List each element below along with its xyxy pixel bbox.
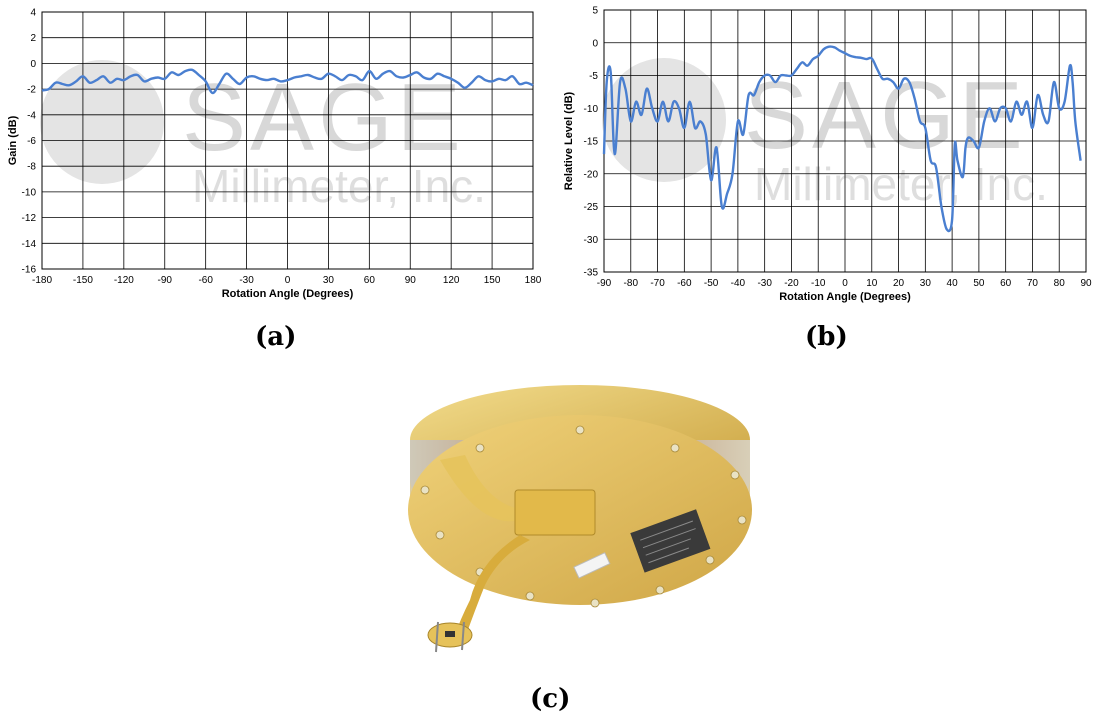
chart-1-xtick-label: 90 — [1080, 278, 1092, 289]
chart-0-ytick-label: -16 — [22, 265, 37, 276]
chart-1-ytick-label: 5 — [592, 6, 598, 17]
caption-c: (c) — [530, 684, 571, 714]
horn-antenna-illustration — [408, 385, 752, 653]
device-photo — [330, 360, 770, 670]
chart-a: SAGE Millimeter, Inc. -180 -150 -120 -90 -60 -3… — [0, 0, 545, 310]
chart-0-xtick-label: -30 — [239, 275, 254, 286]
chart-0-ytick-label: -10 — [22, 187, 37, 198]
chart-1-xtick-label: -20 — [784, 278, 799, 289]
chart-1-xtick-label: -70 — [650, 278, 665, 289]
chart-0-xtick-label: -180 — [32, 275, 52, 286]
chart-0-ytick-label: -4 — [27, 110, 36, 121]
chart-1-ytick-label: 0 — [592, 38, 598, 49]
chart-1-ytick-label: -10 — [584, 104, 599, 115]
chart-1-xtick-label: 70 — [1027, 278, 1039, 289]
caption-b: (b) — [805, 322, 848, 352]
chart-1-xtick-label: 20 — [893, 278, 905, 289]
chart-0-ytick-label: -12 — [22, 213, 37, 224]
chart-0-ytick-label: -14 — [22, 239, 37, 250]
chart-0-ytick-label: -6 — [27, 136, 36, 147]
caption-a: (a) — [255, 322, 297, 352]
chart-1-series-line — [602, 45, 1082, 233]
chart-0-plot-frame — [41, 11, 534, 270]
chart-0-watermark-logo — [40, 60, 164, 184]
chart-0-series-line — [41, 68, 534, 95]
chart-1-ytick-label: -35 — [584, 268, 599, 279]
chart-1-xtick-label: 40 — [947, 278, 959, 289]
chart-0-xtick-label: 90 — [405, 275, 417, 286]
chart-1-ytick-label: -5 — [589, 71, 598, 82]
chart-0-xtick-label: 60 — [364, 275, 376, 286]
chart-1-ytick-label: -25 — [584, 202, 599, 213]
chart-1-watermark-logo — [602, 58, 726, 182]
chart-1-xtick-label: -50 — [704, 278, 719, 289]
chart-1-y-axis-label: Relative Level (dB) — [563, 91, 575, 190]
chart-0-xtick-label: -90 — [158, 275, 173, 286]
chart-1-ytick-label: -20 — [584, 169, 599, 180]
chart-0-y-axis-label: Gain (dB) — [7, 115, 19, 165]
chart-1-xtick-label: 0 — [842, 278, 848, 289]
chart-0-xtick-label: -150 — [73, 275, 93, 286]
chart-1-watermark-company: Millimeter, Inc. — [754, 158, 1048, 210]
chart-0-watermark-company: Millimeter, Inc. — [192, 160, 486, 212]
chart-1-xtick-label: 10 — [866, 278, 878, 289]
chart-1-xtick-label: 50 — [973, 278, 985, 289]
chart-0-ytick-label: 4 — [30, 8, 36, 19]
chart-0-xtick-label: 30 — [323, 275, 335, 286]
chart-0-ytick-label: 0 — [30, 59, 36, 70]
chart-1-xtick-label: 30 — [920, 278, 932, 289]
chart-0-ytick-label: -8 — [27, 162, 36, 173]
chart-0-xtick-label: -120 — [114, 275, 134, 286]
chart-1-xtick-label: -40 — [731, 278, 746, 289]
chart-1-ytick-label: -30 — [584, 235, 599, 246]
chart-1-xtick-label: -90 — [597, 278, 612, 289]
chart-0-xtick-label: 0 — [285, 275, 291, 286]
chart-0-xtick-label: 150 — [484, 275, 501, 286]
chart-0-watermark-brand: SAGE — [182, 64, 465, 171]
chart-1-xtick-label: -80 — [624, 278, 639, 289]
chart-b: SAGE Millimeter, Inc. -90 -80 -70 -60 -50 -40 -3… — [552, 0, 1097, 310]
chart-1-xtick-label: 60 — [1000, 278, 1012, 289]
chart-1-xtick-label: -10 — [811, 278, 826, 289]
chart-1-xtick-label: -60 — [677, 278, 692, 289]
chart-0-ytick-label: -2 — [27, 85, 36, 96]
chart-1-xtick-label: 80 — [1054, 278, 1066, 289]
chart-0-ytick-label: 2 — [30, 33, 36, 44]
chart-1-xtick-label: -30 — [757, 278, 772, 289]
chart-1-x-axis-label: Rotation Angle (Degrees) — [779, 291, 911, 303]
chart-0-xtick-label: -60 — [198, 275, 213, 286]
chart-1-ytick-label: -15 — [584, 137, 599, 148]
chart-0-x-axis-label: Rotation Angle (Degrees) — [222, 288, 354, 300]
chart-0-xtick-label: 120 — [443, 275, 460, 286]
chart-0-xtick-label: 180 — [525, 275, 542, 286]
